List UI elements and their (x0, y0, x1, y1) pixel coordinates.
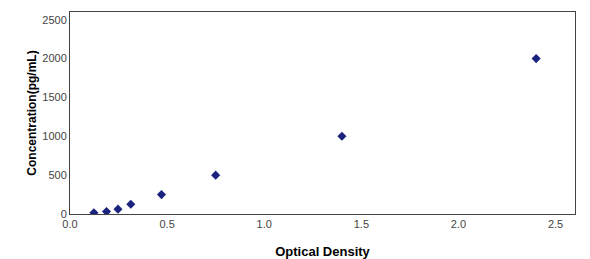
svg-text:1.5: 1.5 (354, 218, 369, 230)
svg-text:0.0: 0.0 (62, 218, 77, 230)
svg-text:1500: 1500 (42, 91, 66, 103)
svg-text:1.0: 1.0 (257, 218, 272, 230)
svg-text:1000: 1000 (42, 130, 66, 142)
svg-text:0.5: 0.5 (159, 218, 174, 230)
svg-text:500: 500 (48, 169, 66, 181)
svg-text:2500: 2500 (42, 14, 66, 26)
svg-text:0: 0 (61, 208, 67, 220)
svg-text:2.5: 2.5 (548, 218, 563, 230)
svg-text:Optical Density: Optical Density (275, 244, 370, 259)
svg-text:Concentration(pg/mL): Concentration(pg/mL) (25, 50, 39, 175)
svg-text:2.0: 2.0 (451, 218, 466, 230)
svg-text:2000: 2000 (42, 52, 66, 64)
